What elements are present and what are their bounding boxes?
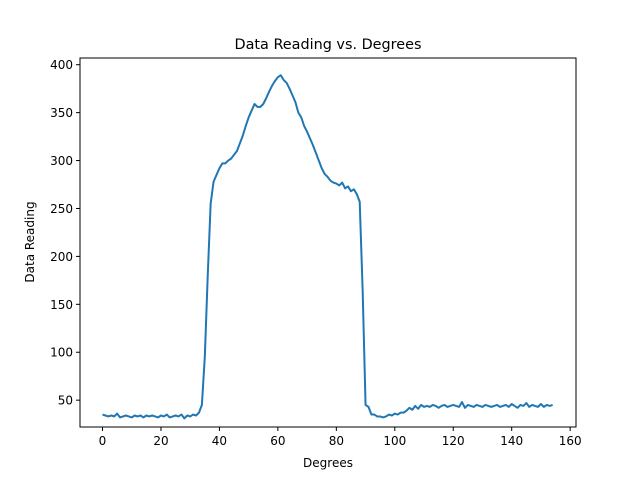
y-tick-label: 350 (50, 106, 73, 120)
x-tick-label: 20 (153, 434, 168, 448)
y-tick-label: 50 (58, 394, 73, 408)
x-tick-label: 160 (559, 434, 582, 448)
plot-layer (102, 74, 553, 420)
x-tick-label: 100 (383, 434, 406, 448)
y-tick-label: 100 (50, 346, 73, 360)
series-line-0 (102, 74, 553, 420)
y-tick-label: 150 (50, 298, 73, 312)
x-tick-label: 140 (500, 434, 523, 448)
x-tick-label: 80 (329, 434, 344, 448)
x-axis-label: Degrees (303, 456, 353, 470)
y-tick-label: 300 (50, 154, 73, 168)
y-axis-ticks: 50 100 150 200 250 300 350 400 (50, 58, 80, 408)
chart-title: Data Reading vs. Degrees (235, 37, 422, 53)
x-tick-label: 60 (270, 434, 285, 448)
x-tick-label: 120 (442, 434, 465, 448)
y-tick-label: 200 (50, 250, 73, 264)
x-axis-ticks: 0 20 40 60 80 100 120 140 160 (99, 427, 582, 448)
y-tick-label: 400 (50, 58, 73, 72)
x-tick-label: 0 (99, 434, 107, 448)
y-axis-label: Data Reading (23, 201, 37, 282)
axes-frame (79, 57, 577, 428)
y-tick-label: 250 (50, 202, 73, 216)
x-tick-label: 40 (212, 434, 227, 448)
